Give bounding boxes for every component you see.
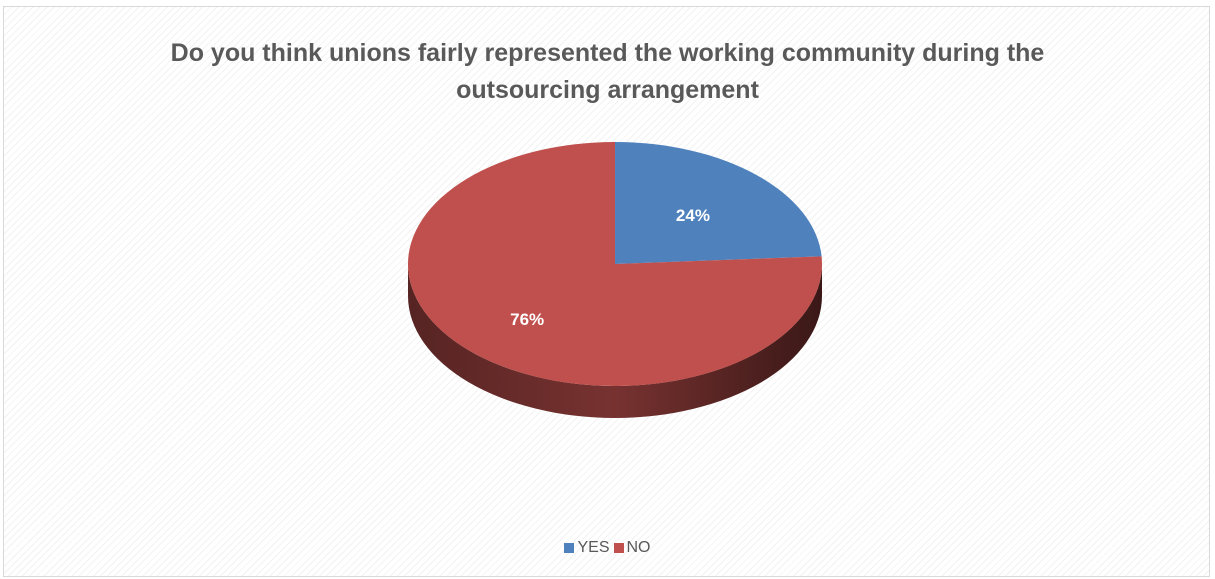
legend-swatch-yes	[564, 543, 575, 553]
pie-slice-no	[407, 142, 822, 386]
legend-label-no: NO	[626, 539, 651, 556]
chart-title: Do you think unions fairly represented t…	[170, 39, 1045, 104]
pie-chart: 24% 76%	[407, 142, 822, 418]
legend: YES NO	[4, 539, 1211, 557]
pie-slice-yes	[615, 142, 822, 264]
legend-item-no: NO	[613, 539, 651, 557]
legend-label-yes: YES	[577, 539, 610, 556]
chart-area: Do you think unions fairly represented t…	[3, 6, 1210, 577]
legend-swatch-no	[613, 543, 624, 553]
legend-item-yes: YES	[564, 539, 610, 557]
data-label-no: 76%	[510, 310, 544, 329]
data-label-yes: 24%	[676, 206, 710, 225]
pie-side-no	[408, 264, 822, 418]
